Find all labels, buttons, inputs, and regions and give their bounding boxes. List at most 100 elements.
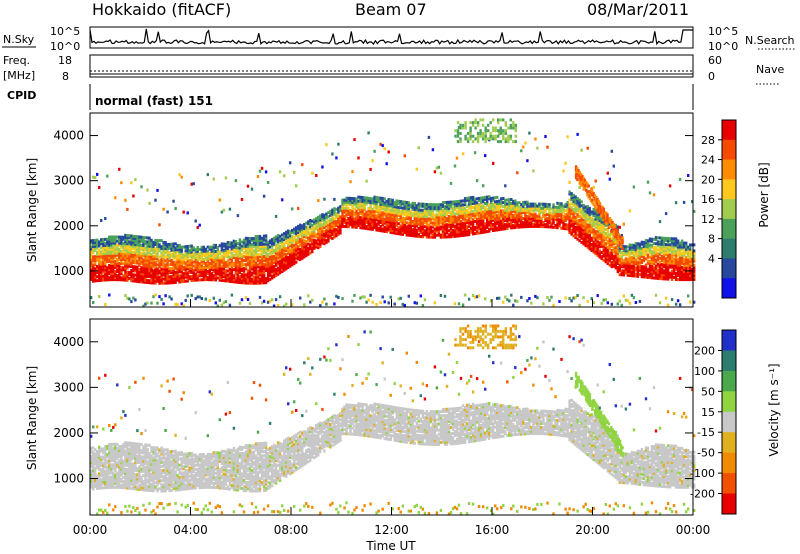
noise-cell: [594, 179, 597, 183]
scatter-cell: [140, 266, 143, 270]
scatter-cell: [369, 197, 372, 201]
scatter-cell: [518, 219, 521, 223]
scatter-cell: [391, 202, 394, 206]
scatter-cell: [590, 249, 593, 252]
scatter-cell: [455, 216, 459, 220]
scatter-cell: [204, 272, 207, 275]
scatter-cell: [419, 218, 422, 222]
scatter-cell: [357, 205, 360, 209]
scatter-cell: [152, 255, 155, 259]
scatter-cell: [218, 270, 221, 274]
scatter-cell: [435, 205, 439, 209]
scatter-cell: [447, 202, 451, 206]
scatter-cell: [429, 225, 433, 229]
clutter-cell: [244, 296, 248, 300]
scatter-cell: [313, 246, 316, 250]
scatter-cell: [319, 230, 322, 234]
scatter-cell: [660, 265, 664, 268]
scatter-cell: [307, 252, 310, 256]
scatter-cell: [154, 257, 157, 261]
scatter-cell: [112, 247, 115, 251]
scatter-cell: [419, 220, 422, 224]
scatter-cell: [560, 206, 563, 210]
scatter-cell: [341, 216, 344, 220]
scatter-cell: [415, 208, 418, 212]
scatter-cell: [451, 208, 455, 212]
scatter-cell: [500, 215, 503, 219]
scatter-cell: [258, 263, 262, 267]
scatter-cell: [475, 197, 479, 201]
scatter-cell: [407, 213, 410, 217]
scatter-cell: [477, 223, 481, 227]
scatter-cell: [248, 241, 252, 245]
scatter-cell: [357, 211, 360, 215]
scatter-cell: [140, 243, 143, 247]
scatter-cell: [570, 210, 573, 214]
scatter-cell: [598, 251, 601, 255]
scatter-cell: [532, 224, 535, 228]
scatter-cell: [216, 252, 219, 256]
scatter-cell: [270, 254, 274, 258]
scatter-cell: [124, 250, 127, 254]
scatter-cell: [114, 259, 117, 263]
scatter-cell: [276, 256, 280, 260]
scatter-cell: [214, 250, 217, 253]
scatter-cell: [128, 260, 131, 264]
scatter-cell: [208, 274, 211, 278]
scatter-cell: [301, 250, 304, 254]
scatter-cell: [136, 243, 139, 247]
scatter-cell: [453, 204, 457, 208]
scatter-cell: [285, 234, 288, 238]
scatter-cell: [238, 266, 242, 270]
scatter-cell: [616, 253, 619, 257]
scatter-cell: [327, 229, 330, 233]
scatter-cell: [453, 218, 457, 222]
nsky-tick-top-left: 10^5: [50, 25, 80, 38]
scatter-cell: [562, 216, 565, 220]
scatter-cell: [232, 249, 236, 253]
scatter-cell: [441, 233, 445, 237]
scatter-cell: [96, 252, 99, 256]
scatter-cell: [126, 252, 129, 256]
scatter-cell: [244, 281, 248, 285]
scatter-cell: [230, 267, 234, 271]
scatter-cell: [234, 244, 238, 247]
scatter-cell: [164, 259, 167, 263]
scatter-cell: [94, 263, 97, 267]
scatter-cell: [102, 274, 105, 278]
scatter-cell: [234, 252, 238, 256]
scatter-cell: [327, 219, 330, 223]
clutter-cell: [228, 303, 232, 307]
scatter-cell: [291, 235, 294, 238]
scatter-cell: [542, 212, 545, 216]
scatter-cell: [556, 207, 559, 211]
scatter-cell: [632, 272, 636, 276]
scatter-cell: [409, 221, 412, 225]
scatter-cell: [319, 238, 322, 242]
scatter-cell: [473, 211, 477, 215]
scatter-cell: [116, 268, 119, 271]
scatter-cell: [116, 278, 119, 282]
scatter-cell: [160, 239, 163, 243]
scatter-cell: [238, 281, 242, 284]
scatter-cell: [457, 203, 461, 207]
scatter-cell: [574, 227, 577, 231]
scatter-cell: [552, 211, 555, 215]
scatter-cell: [136, 241, 139, 245]
noise-cell: [246, 184, 250, 188]
scatter-cell: [640, 271, 644, 275]
scatter-cell: [176, 262, 179, 266]
scatter-cell: [393, 221, 396, 225]
scatter-cell: [572, 220, 575, 224]
scatter-cell: [419, 210, 422, 214]
scatter-cell: [646, 249, 650, 253]
scatter-cell: [156, 277, 159, 281]
scatter-cell: [144, 240, 147, 244]
scatter-cell: [393, 213, 396, 217]
scatter-cell: [550, 213, 553, 217]
scatter-cell: [343, 214, 346, 218]
scatter-cell: [632, 252, 636, 256]
scatter-cell: [307, 238, 310, 242]
scatter-cell: [230, 247, 234, 251]
scatter-cell: [128, 262, 131, 266]
